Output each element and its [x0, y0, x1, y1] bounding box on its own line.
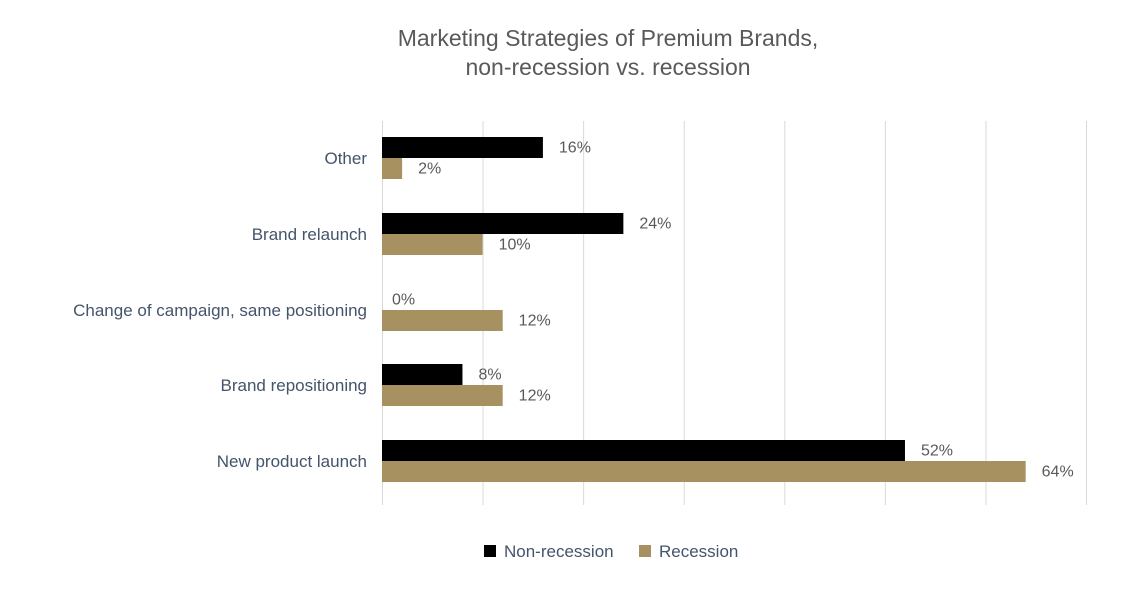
- bar-recession-1: [382, 234, 483, 255]
- data-label-recession-3: 12%: [519, 388, 551, 405]
- bar-non-recession-0: [382, 137, 543, 158]
- data-label-non-recession-3: 8%: [478, 367, 501, 384]
- category-label-2: Change of campaign, same positioning: [73, 301, 367, 320]
- category-label-3: Brand repositioning: [221, 376, 367, 395]
- bar-non-recession-1: [382, 213, 624, 234]
- bar-non-recession-3: [382, 364, 463, 385]
- data-label-non-recession-0: 16%: [559, 140, 591, 157]
- chart-title-line-2: non-recession vs. recession: [465, 54, 750, 80]
- data-label-recession-0: 2%: [418, 161, 441, 178]
- bar-recession-0: [382, 158, 403, 179]
- category-label-0: Other: [324, 149, 367, 168]
- data-label-non-recession-2: 0%: [392, 292, 415, 309]
- legend-swatch-1: [639, 545, 651, 557]
- bar-non-recession-4: [382, 440, 905, 461]
- legend-label-1: Recession: [659, 542, 738, 561]
- category-label-1: Brand relaunch: [252, 225, 367, 244]
- bar-recession-3: [382, 385, 503, 406]
- gridlines: [382, 121, 1087, 505]
- legend-swatch-0: [484, 545, 496, 557]
- data-label-recession-1: 10%: [499, 237, 531, 254]
- data-label-non-recession-4: 52%: [921, 443, 953, 460]
- category-labels: Other Brand relaunch Change of campaign, s…: [73, 149, 367, 471]
- bar-recession-4: [382, 461, 1026, 482]
- data-label-recession-4: 64%: [1042, 464, 1074, 481]
- bar-recession-2: [382, 310, 503, 331]
- data-label-recession-2: 12%: [519, 313, 551, 330]
- legend-label-0: Non-recession: [504, 542, 614, 561]
- category-label-4: New product launch: [217, 452, 367, 471]
- legend: Non-recession Recession: [484, 542, 738, 561]
- data-label-non-recession-1: 24%: [639, 216, 671, 233]
- chart-title: Marketing Strategies of Premium Brands, …: [398, 25, 819, 80]
- bars: [382, 137, 1026, 482]
- chart-title-line-1: Marketing Strategies of Premium Brands,: [398, 25, 819, 51]
- data-labels: 16% 2% 24% 10% 0% 12% 8% 12% 52% 64%: [392, 140, 1074, 481]
